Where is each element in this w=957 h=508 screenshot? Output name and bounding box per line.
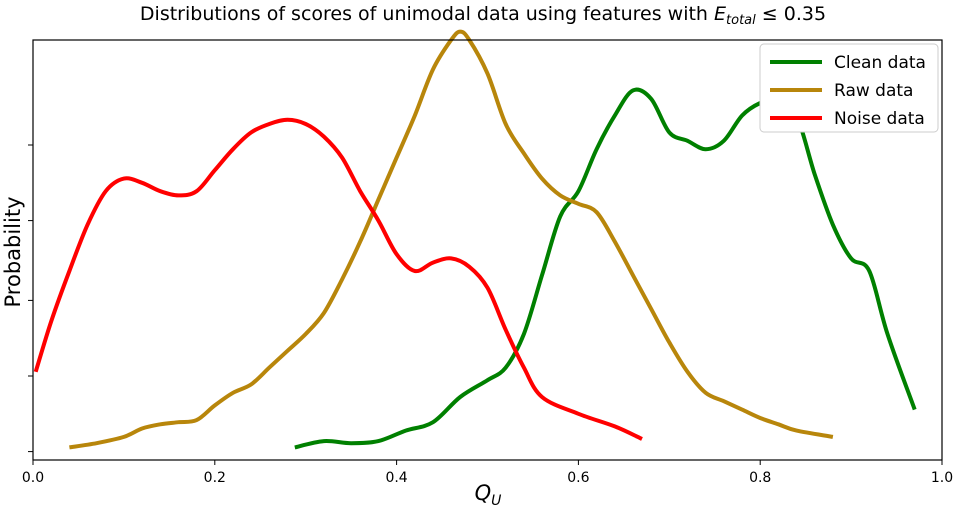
x-tick-label: 1.0 [931, 470, 953, 486]
legend-frame [759, 43, 939, 133]
y-axis-label: Probability [1, 196, 25, 307]
x-axis-label-subscript: U [491, 493, 501, 508]
x-tick-label: 0.0 [22, 470, 44, 486]
series-line-clean-data [294, 87, 917, 450]
x-tick-label: 0.4 [385, 470, 407, 486]
series-line-raw-data [69, 29, 834, 450]
chart-title-suffix: ≤ 0.35 [756, 3, 826, 25]
x-tick-label: 0.8 [749, 470, 771, 486]
chart-title: Distributions of scores of unimodal data… [140, 3, 826, 28]
ticks-layer: 0.0 0.2 0.4 0.6 0.8 1.0 [22, 144, 953, 486]
chart-title-prefix: Distributions of scores of unimodal data… [140, 3, 714, 25]
series-layer [33, 29, 917, 450]
legend-label-noise-data: Noise data [834, 109, 925, 129]
plot-frame [32, 39, 943, 461]
x-tick-label: 0.6 [567, 470, 589, 486]
x-axis-label-symbol: Q [475, 481, 492, 505]
legend: Clean data Raw data Noise data [759, 43, 939, 133]
legend-label-raw-data: Raw data [834, 81, 913, 101]
x-axis-label: QU [475, 481, 502, 508]
chart-title-symbol: E [714, 3, 726, 25]
series-line-noise-data [33, 117, 643, 441]
x-tick-label: 0.2 [204, 470, 226, 486]
chart-title-subscript: total [726, 13, 756, 28]
legend-label-clean-data: Clean data [834, 53, 926, 73]
